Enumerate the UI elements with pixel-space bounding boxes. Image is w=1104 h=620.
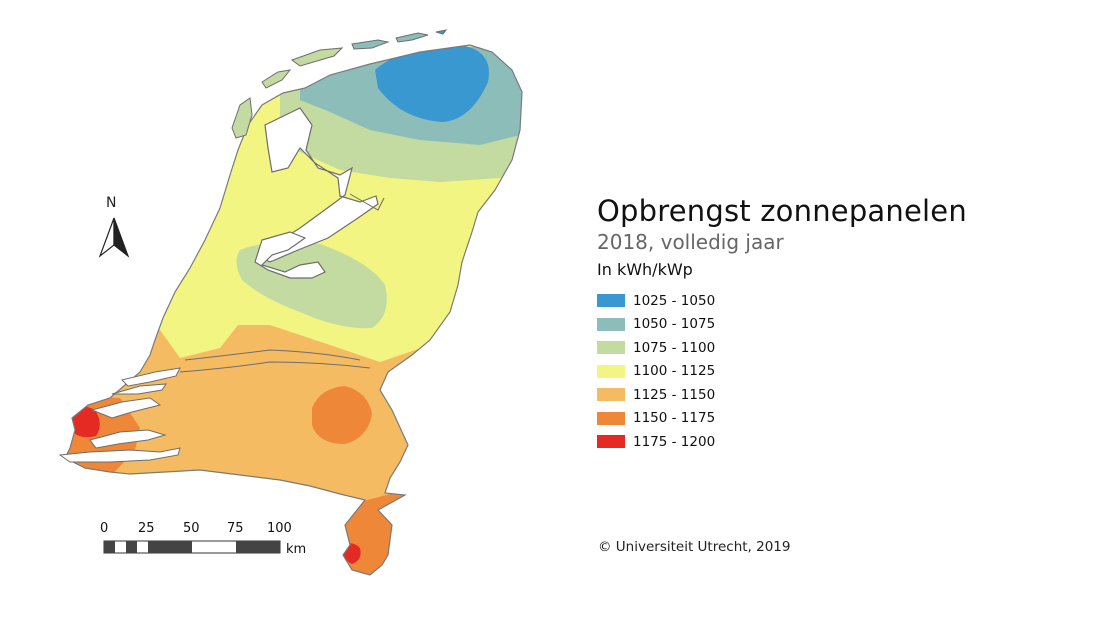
zone-1150-1175-central (312, 386, 372, 444)
legend-label: 1100 - 1125 (633, 363, 716, 380)
map-subtitle: 2018, volledig jaar (597, 230, 784, 254)
legend-item: 1150 - 1175 (597, 407, 1017, 431)
legend-swatch (597, 317, 625, 331)
map-title: Opbrengst zonnepanelen (597, 194, 967, 228)
texel-island (231, 97, 253, 139)
north-arrow-icon (98, 217, 115, 258)
zone-1025-1050 (375, 45, 489, 122)
ijsselmeer-water (260, 107, 379, 263)
legend-label: 1175 - 1200 (633, 433, 716, 450)
legend-swatch (597, 411, 625, 425)
ameland-island (351, 39, 390, 50)
legend-item: 1100 - 1125 (597, 360, 1017, 384)
north-arrow (98, 217, 130, 258)
legend-item: 1075 - 1100 (597, 336, 1017, 360)
wadden-islands (231, 29, 448, 139)
legend-panel: Opbrengst zonnepanelen 2018, volledig ja… (597, 193, 1017, 454)
legend-item: 1175 - 1200 (597, 430, 1017, 454)
legend-swatch (597, 341, 625, 355)
scale-tick-25: 25 (138, 521, 155, 536)
terschelling-island (290, 47, 344, 67)
legend-label: 1050 - 1075 (633, 316, 716, 333)
scale-bar: 0 25 50 75 100 km (100, 521, 306, 557)
copyright-text: © Universiteit Utrecht, 2019 (598, 539, 791, 555)
scale-tick-100: 100 (267, 521, 292, 536)
scale-tick-50: 50 (183, 521, 200, 536)
schiermonnikoog-island (395, 32, 429, 43)
zone-1150-1175-limburg (330, 490, 420, 575)
legend-label: 1125 - 1150 (633, 386, 716, 403)
rottumeroog-island (435, 29, 448, 35)
north-label: N (106, 195, 117, 211)
scale-tick-0: 0 (100, 521, 108, 536)
legend-swatch (597, 364, 625, 378)
legend-swatch (597, 388, 625, 402)
legend-item: 1025 - 1050 (597, 289, 1017, 313)
legend-label: 1025 - 1050 (633, 292, 716, 309)
legend-list: 1025 - 1050 1050 - 1075 1075 - 1100 1100 - … (597, 289, 1017, 454)
legend-label: 1075 - 1100 (633, 339, 716, 356)
legend-item: 1050 - 1075 (597, 313, 1017, 337)
legend-swatch (597, 435, 625, 449)
rivers (179, 193, 385, 373)
markermeer-water (254, 231, 326, 279)
vlieland-island (261, 69, 292, 89)
units-label: In kWh/kWp (597, 260, 693, 279)
scale-unit: km (286, 542, 306, 557)
legend-label: 1150 - 1175 (633, 410, 716, 427)
scale-tick-75: 75 (227, 521, 244, 536)
country-outline (64, 44, 523, 576)
legend-swatch (597, 294, 625, 308)
zone-1075-1100-central (236, 242, 387, 329)
delta-waters (58, 367, 181, 463)
legend-item: 1125 - 1150 (597, 383, 1017, 407)
